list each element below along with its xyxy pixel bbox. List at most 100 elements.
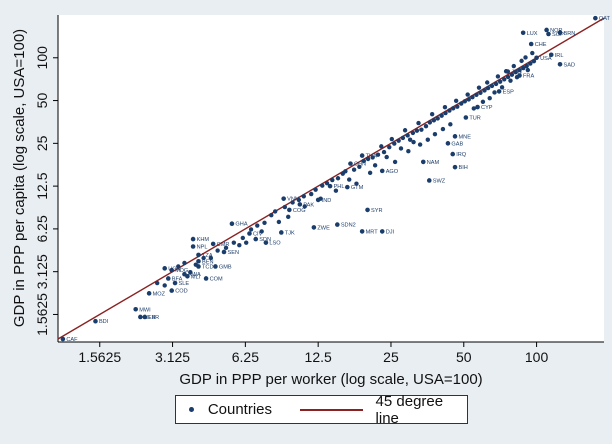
data-point — [502, 77, 507, 82]
data-point — [188, 269, 193, 275]
data-point — [476, 85, 482, 90]
axes: 1.5625 3.125 6.25 12.5 25 50 100 1.5625 3.125 6.2… — [34, 15, 604, 365]
data-point — [517, 67, 522, 73]
data-point — [133, 306, 138, 312]
point-label: SWZ — [433, 178, 446, 184]
data-point — [269, 213, 274, 218]
point-label: SYR — [371, 208, 383, 214]
point-label: NAM — [427, 160, 440, 166]
data-point — [313, 187, 318, 192]
data-point — [475, 104, 480, 110]
y-tick-label: 25 — [34, 135, 50, 151]
data-point — [215, 248, 220, 253]
data-point — [296, 197, 302, 203]
point-label: CIV — [253, 232, 263, 238]
data-point — [505, 69, 511, 74]
data-point — [423, 124, 429, 129]
x-tick-label: 50 — [456, 349, 472, 365]
point-label: SAD — [564, 62, 576, 68]
data-point — [480, 99, 486, 105]
y-tick-label: 12.5 — [34, 172, 50, 199]
data-point — [302, 204, 307, 209]
data-point — [471, 106, 476, 111]
data-point — [333, 188, 339, 193]
point-label: IRL — [555, 53, 564, 59]
point-label: TUR — [469, 115, 481, 121]
data-point — [155, 280, 160, 286]
data-point — [365, 156, 371, 162]
data-point — [530, 50, 535, 56]
point-label: SEN — [228, 250, 240, 256]
data-point — [509, 72, 515, 77]
data-point — [410, 130, 416, 136]
x-axis-title: GDP in PPP per worker (log scale, USA=10… — [179, 371, 482, 388]
point-label: CHE — [535, 42, 547, 48]
data-point — [407, 137, 413, 142]
data-point — [463, 115, 469, 120]
data-point — [453, 98, 459, 104]
data-point — [405, 133, 410, 138]
data-point — [487, 95, 492, 101]
point-label: JPN — [511, 70, 522, 76]
point-label: AGO — [386, 169, 399, 175]
data-point — [416, 120, 421, 126]
data-point — [445, 141, 451, 146]
data-point — [343, 169, 348, 174]
point-label: MWI — [139, 307, 151, 313]
point-label: NER — [144, 315, 156, 321]
data-point — [290, 200, 295, 205]
point-label: SGP — [552, 32, 564, 38]
data-point — [528, 41, 534, 47]
data-point — [402, 128, 408, 133]
data-point — [169, 267, 175, 273]
data-point — [528, 61, 533, 66]
legend-countries-label: Countries — [207, 401, 273, 418]
data-point — [379, 229, 385, 234]
data-point — [375, 152, 381, 157]
data-point — [237, 242, 242, 248]
data-point — [231, 240, 237, 245]
data-point — [359, 229, 365, 234]
point-label: BRN — [564, 31, 576, 37]
legend-45-line-label: 45 degree line — [375, 392, 444, 427]
data-point — [335, 222, 340, 227]
point-label: PAK — [303, 202, 314, 208]
point-label: GAB — [451, 141, 463, 147]
point-label: MNE — [459, 134, 472, 140]
data-point — [255, 223, 260, 228]
data-point — [287, 207, 292, 213]
data-point — [221, 249, 227, 255]
data-point — [452, 164, 458, 170]
point-label: CHN — [354, 162, 366, 168]
legend-45-line-marker — [300, 408, 363, 411]
data-point — [431, 118, 437, 123]
data-point — [309, 191, 314, 197]
data-point — [459, 101, 464, 106]
data-point — [370, 155, 375, 160]
point-label: CYP — [481, 105, 493, 111]
data-point — [320, 183, 325, 188]
point-label: LBR — [148, 315, 159, 321]
point-label: FRA — [523, 74, 534, 80]
point-label: IRQ — [456, 152, 467, 158]
data-point — [262, 220, 267, 225]
point-label: NPL — [197, 244, 208, 250]
data-point — [485, 80, 490, 85]
data-point — [521, 65, 526, 71]
data-point — [248, 227, 254, 232]
data-point — [276, 219, 282, 225]
data-point — [208, 255, 214, 261]
point-label: MLI — [191, 274, 201, 280]
point-label: BDI — [99, 319, 109, 325]
point-label: USA — [540, 56, 552, 62]
data-point — [443, 110, 448, 116]
point-label: UGA — [168, 266, 180, 272]
data-point — [247, 231, 252, 236]
y-axis-title: GDP in PPP per capita (log scale, USA=10… — [11, 29, 28, 327]
point-label: IND — [322, 198, 332, 204]
data-point — [243, 240, 249, 245]
point-label: KHM — [197, 237, 210, 243]
data-point — [379, 144, 384, 149]
data-point — [330, 177, 335, 183]
data-point — [470, 94, 475, 100]
